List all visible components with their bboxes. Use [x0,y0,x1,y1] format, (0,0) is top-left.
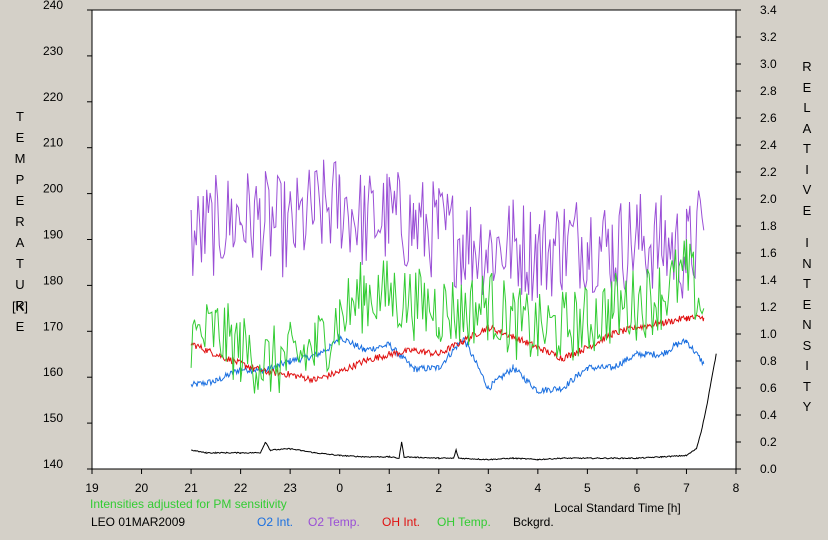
legend-item-o2-int: O2 Int. [257,515,294,529]
y-right-tick-label: 0.2 [760,435,777,449]
y-axis-left-unit: [K] [12,299,28,314]
axis-title-letter: E [802,202,812,218]
axis-title-letter: E [15,319,25,334]
axis-title-letter: A [802,120,812,136]
axis-title-letter: R [15,214,25,229]
x-tick-label: 2 [435,481,442,495]
axis-title-letter: A [15,235,25,250]
axis-title-letter: I [805,161,809,177]
legend-item-oh-int: OH Int. [382,515,421,529]
series-layer [190,159,717,461]
y-left-tick-label: 230 [43,44,63,58]
x-tick-label: 22 [234,481,248,495]
y-left-tick-label: 190 [43,228,63,242]
x-tick-label: 0 [336,481,343,495]
x-tick-label: 23 [283,481,297,495]
y-left-tick-label: 150 [43,411,63,425]
axis-title-letter: E [15,193,25,208]
axis-title-letter: T [16,109,24,124]
y-right-tick-label: 0.0 [760,462,777,476]
y-right-tick-label: 2.2 [760,165,777,179]
y-right-tick-label: 2.8 [760,84,777,98]
axis-title-letter: T [16,256,24,271]
x-axis-label: Local Standard Time [h] [554,501,681,515]
axis-title-letter: N [802,317,812,332]
x-axis: 19 20 21 22 23 0 1 2 3 4 5 6 7 8 [85,469,740,495]
axis-title-letter: E [15,130,25,145]
y-right-tick-label: 0.4 [760,408,777,422]
y-left-tick-label: 200 [43,182,63,196]
x-tick-label: 1 [386,481,393,495]
y-left-tick-label: 140 [43,457,63,471]
y-left-tick-label: 210 [43,136,63,150]
y-right-tick-label: 1.6 [760,246,777,260]
y-right-tick-label: 3.2 [760,30,777,44]
axis-title-letter: L [803,100,811,115]
y-right-tick-label: 1.4 [760,273,777,287]
y-left-tick-label: 220 [43,90,63,104]
axis-title-letter: T [803,276,811,291]
axis-title-letter: R [15,298,25,313]
legend-item-oh-temp: OH Temp. [437,515,491,529]
axis-title-letter [797,220,817,232]
x-tick-label: 21 [184,481,198,495]
axis-title-letter: N [802,255,812,271]
x-tick-label: 19 [85,481,99,495]
axis-title-letter: R [802,59,812,74]
x-tick-label: 8 [733,481,740,495]
x-tick-label: 5 [584,481,591,495]
axis-title-letter: T [803,378,811,394]
axis-title-letter: Y [802,399,812,414]
axis-title-letter: I [805,358,809,373]
axis-title-letter: S [802,337,812,353]
x-tick-label: 20 [135,481,149,495]
axis-title-letter: E [802,79,812,95]
axis-title-letter: E [802,296,812,312]
y-right-tick-label: 1.8 [760,219,777,233]
x-tick-label: 4 [535,481,542,495]
y-left-tick-label: 240 [43,0,63,12]
y-right-tick-label: 1.0 [760,327,777,341]
y-right-tick-label: 0.8 [760,354,777,368]
axis-title-letter: T [803,141,811,156]
y-right-tick-label: 2.6 [760,111,777,125]
axis-title-letter: U [15,277,25,292]
y-right-tick-label: 0.6 [760,381,777,395]
y-right-tick-label: 2.0 [760,192,777,206]
x-tick-label: 7 [683,481,690,495]
y-left-tick-label: 160 [43,365,63,379]
series-line-o2-temp [190,159,705,301]
left-axis: 140 150 160 170 180 190 200 210 220 230 240 [43,0,92,471]
axis-title-letter: I [805,235,809,250]
legend-item-bckgrd: Bckgrd. [513,515,554,529]
right-axis: 0.0 0.2 0.4 0.6 0.8 1.0 1.2 1.4 1.6 1.8 2.0 2.2 2.4 2… [736,3,777,476]
y-right-tick-label: 3.4 [760,3,777,17]
x-tick-label: 3 [485,481,492,495]
series-line-o2-int [190,333,705,395]
y-right-tick-label: 2.4 [760,138,777,152]
x-tick-label: 6 [634,481,641,495]
axis-title-letter: M [14,151,26,166]
legend-item-o2-temp: O2 Temp. [308,515,360,529]
site-date-label: LEO 01MAR2009 [91,515,186,529]
axis-title-letter: V [802,182,812,197]
series-line-oh-temp [190,239,705,394]
axis-title-letter: P [15,172,25,187]
y-right-tick-label: 3.0 [760,57,777,71]
y-right-tick-label: 1.2 [760,300,777,314]
y-left-tick-label: 180 [43,273,63,287]
series-line-bckgrd [191,353,717,461]
sensitivity-note: Intensities adjusted for PM sensitivity [90,497,287,511]
y-left-tick-label: 170 [43,319,63,333]
